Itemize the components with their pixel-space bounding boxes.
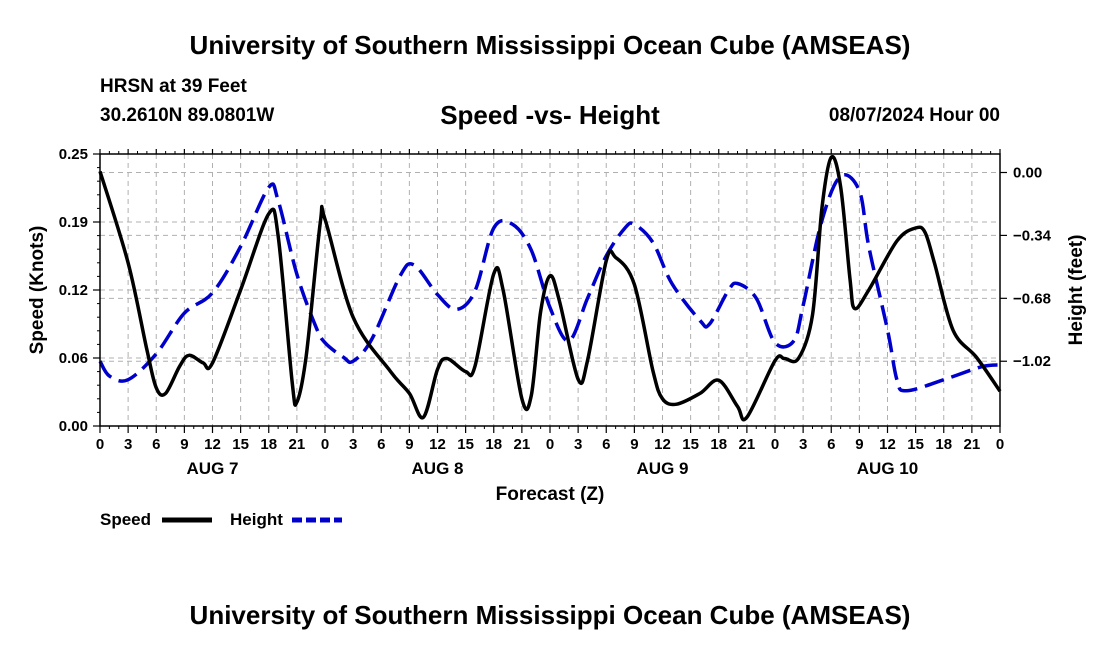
x-tick-label: 18: [935, 436, 952, 453]
x-tick-label: 12: [654, 436, 671, 453]
forecast-time: 08/07/2024 Hour 00: [828, 105, 1000, 126]
x-tick-label: 6: [152, 436, 160, 453]
date-label: AUG 9: [637, 459, 689, 478]
grid-layer: [100, 154, 1000, 426]
x-tick-label: 21: [739, 436, 756, 453]
x-tick-label: 15: [232, 436, 249, 453]
legend-speed-label: Speed: [100, 510, 151, 529]
label-layer: 0 3 6 9 12 15 18 21 0 3 6 9 12 15 18 21 0 3 6 9 12 15 18 21 0 3 6 9…: [27, 146, 1087, 505]
x-tick-label: 15: [907, 436, 924, 453]
y2-tick-label: −0.68: [1013, 290, 1051, 307]
x-tick-label: 3: [124, 436, 132, 453]
y2-tick-label: 0.00: [1013, 165, 1042, 182]
speed-series-line: [98, 154, 1002, 422]
y-tick-label: 0.06: [59, 350, 88, 367]
y-tick-label: 0.25: [59, 146, 88, 163]
main-title: University of Southern Mississippi Ocean…: [189, 30, 911, 60]
x-tick-label: 6: [827, 436, 835, 453]
x-tick-label: 9: [405, 436, 413, 453]
y-tick-label: 0.12: [59, 282, 88, 299]
x-tick-label: 0: [321, 436, 329, 453]
y2-tick-label: −0.34: [1013, 227, 1052, 244]
series-layer: [98, 154, 1002, 422]
tick-layer: [93, 149, 1007, 433]
legend-height-label: Height: [230, 510, 283, 529]
x-tick-label: 9: [630, 436, 638, 453]
x-tick-label: 15: [457, 436, 474, 453]
y-tick-label: 0.00: [59, 418, 88, 435]
date-label: AUG 8: [412, 459, 464, 478]
y2-axis-title: Height (feet): [1066, 235, 1087, 346]
x-tick-label: 9: [180, 436, 188, 453]
chart-title: Speed -vs- Height: [440, 100, 660, 130]
x-tick-label: 0: [771, 436, 779, 453]
x-tick-label: 0: [96, 436, 104, 453]
date-label: AUG 10: [857, 459, 918, 478]
x-tick-label: 18: [710, 436, 727, 453]
x-tick-label: 0: [546, 436, 554, 453]
x-tick-label: 3: [799, 436, 807, 453]
x-tick-label: 3: [349, 436, 357, 453]
x-tick-label: 21: [289, 436, 306, 453]
x-tick-label: 6: [602, 436, 610, 453]
x-tick-label: 21: [514, 436, 531, 453]
x-tick-label: 12: [429, 436, 446, 453]
legend: Speed Height: [100, 510, 342, 529]
x-tick-label: 0: [996, 436, 1004, 453]
x-axis-title: Forecast (Z): [496, 484, 605, 505]
x-tick-label: 21: [964, 436, 981, 453]
station-name: HRSN at 39 Feet: [100, 76, 247, 97]
x-tick-label: 6: [377, 436, 385, 453]
x-tick-label: 15: [682, 436, 699, 453]
footer-title: University of Southern Mississippi Ocean…: [189, 600, 911, 630]
x-tick-label: 12: [879, 436, 896, 453]
x-tick-label: 9: [855, 436, 863, 453]
station-coordinates: 30.2610N 89.0801W: [100, 105, 275, 126]
y-tick-label: 0.19: [59, 214, 88, 231]
x-tick-label: 18: [260, 436, 277, 453]
x-tick-label: 3: [574, 436, 582, 453]
x-tick-label: 18: [485, 436, 502, 453]
y-axis-title: Speed (Knots): [27, 226, 48, 355]
y2-tick-label: −1.02: [1013, 353, 1051, 370]
date-label: AUG 7: [187, 459, 239, 478]
x-tick-label: 12: [204, 436, 221, 453]
